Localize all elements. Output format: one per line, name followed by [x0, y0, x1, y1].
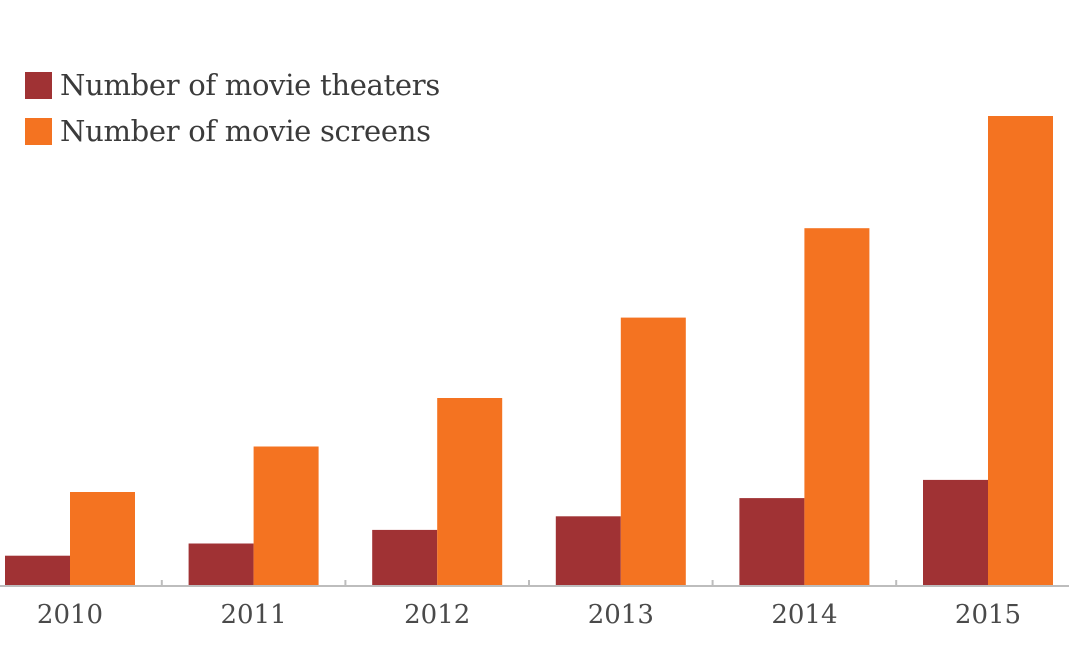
bar-screens-2012 [437, 398, 503, 586]
x-tick-label-2014: 2014 [771, 600, 837, 630]
legend-item-theaters: Number of movie theaters [25, 62, 440, 108]
x-tick-label-2013: 2013 [588, 600, 654, 630]
legend: Number of movie theaters Number of movie… [25, 62, 440, 154]
bars-group [5, 116, 1053, 586]
bar-theaters-2012 [372, 529, 438, 586]
bar-screens-2013 [620, 317, 686, 586]
legend-swatch-screens [25, 117, 52, 145]
bar-screens-2014 [804, 228, 870, 586]
x-axis-labels: 2010 2011 2012 2013 2014 2015 [37, 600, 1021, 630]
legend-label-theaters: Number of movie theaters [60, 68, 440, 102]
bar-screens-2011 [253, 446, 319, 586]
legend-item-screens: Number of movie screens [25, 108, 440, 154]
bar-theaters-2014 [739, 498, 805, 586]
bar-theaters-2011 [188, 543, 254, 586]
x-tick-label-2012: 2012 [404, 600, 470, 630]
x-axis-ticks [160, 580, 898, 586]
bar-theaters-2015 [923, 479, 988, 586]
bar-theaters-2013 [555, 516, 621, 586]
x-tick-label-2011: 2011 [221, 600, 287, 630]
legend-label-screens: Number of movie screens [60, 114, 431, 148]
legend-swatch-theaters [25, 71, 52, 99]
bar-screens-2010 [70, 492, 135, 586]
bar-screens-2015 [988, 116, 1053, 586]
x-tick-label-2010: 2010 [37, 600, 103, 630]
bar-theaters-2010 [5, 555, 70, 586]
x-tick-label-2015: 2015 [955, 600, 1021, 630]
